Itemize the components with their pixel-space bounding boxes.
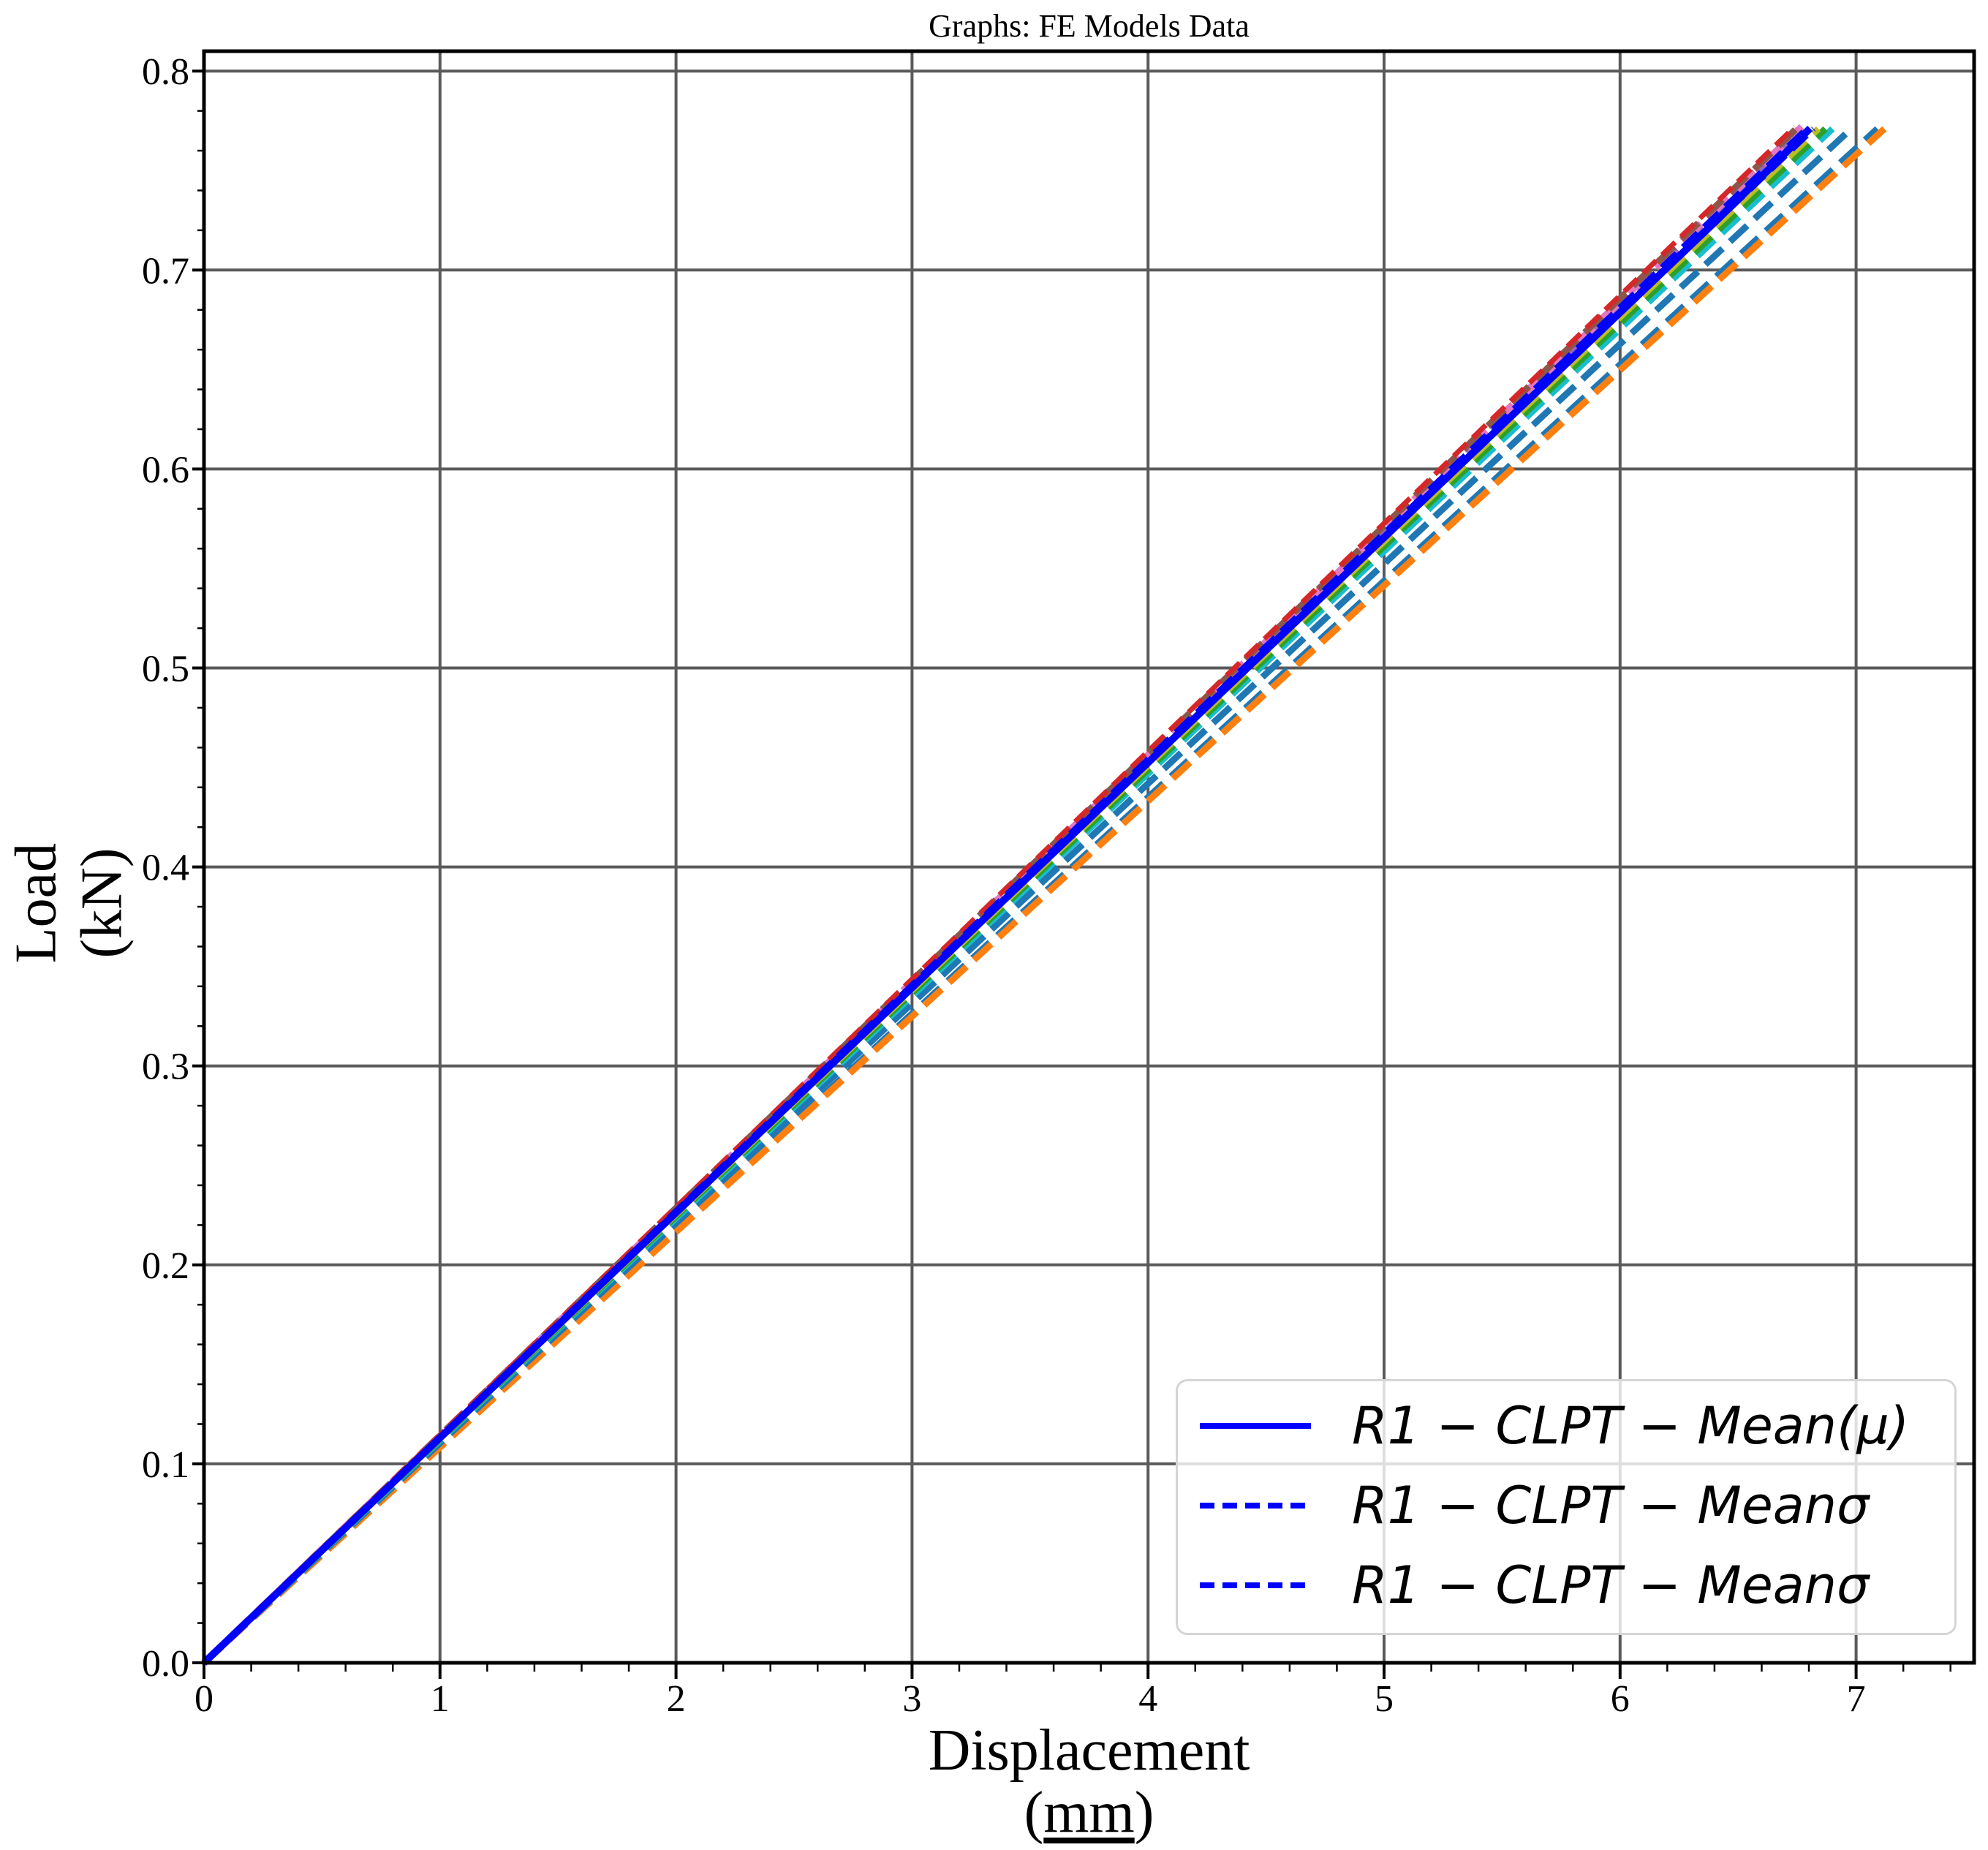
y-tick-label-0.4: 0.4 xyxy=(142,847,189,889)
unit-paren-close: ) xyxy=(1134,1780,1154,1845)
legend-label-sigma-upper: R1 − CLPT − Meanσ xyxy=(1352,1475,1870,1536)
plot-border xyxy=(202,49,1976,1665)
legend-label-sigma-lower: R1 − CLPT − Meanσ xyxy=(1352,1555,1870,1616)
x-axis-label-line2: (mm) xyxy=(204,1780,1974,1845)
legend-sample-solid-line-icon xyxy=(1200,1422,1311,1429)
legend-sample-dashed-line-icon xyxy=(1200,1582,1311,1589)
x-tick-label-7: 7 xyxy=(1847,1678,1866,1720)
legend-row-sigma-lower: R1 − CLPT − Meanσ xyxy=(1197,1547,1947,1623)
unit-paren-open: ( xyxy=(1024,1780,1044,1845)
y-axis-label: Load (kN) xyxy=(4,843,135,963)
y-tick-label-0.3: 0.3 xyxy=(142,1046,189,1088)
series-R1-CLPT-Mean xyxy=(201,126,1813,1666)
series-FE-model-orange xyxy=(201,126,1887,1666)
y-axis-label-line2: (kN) xyxy=(69,847,134,959)
legend: R1 − CLPT − Mean(μ) R1 − CLPT − Meanσ R1… xyxy=(1176,1379,1957,1635)
legend-row-sigma-upper: R1 − CLPT − Meanσ xyxy=(1197,1468,1947,1544)
y-axis-label-line1: Load xyxy=(4,842,69,964)
x-axis-label: Displacement (mm) xyxy=(204,1720,1974,1844)
y-tick-labels: 0.0 0.1 0.2 0.3 0.4 0.5 0.6 0.7 0.8 xyxy=(142,51,189,1685)
x-tick-labels: 0 1 2 3 4 5 6 7 xyxy=(194,1678,1866,1720)
y-tick-label-0.6: 0.6 xyxy=(142,449,189,491)
x-tick-label-2: 2 xyxy=(667,1678,686,1720)
x-tick-label-1: 1 xyxy=(431,1678,450,1720)
legend-sample-dashed-line-icon xyxy=(1200,1502,1311,1509)
y-tick-label-0.8: 0.8 xyxy=(142,51,189,93)
legend-row-mean: R1 − CLPT − Mean(μ) xyxy=(1197,1388,1947,1464)
x-tick-label-5: 5 xyxy=(1375,1678,1394,1720)
y-tick-label-0.0: 0.0 xyxy=(142,1643,189,1685)
y-tick-label-0.5: 0.5 xyxy=(142,649,189,690)
x-axis-unit: mm xyxy=(1043,1780,1135,1845)
y-tick-label-0.1: 0.1 xyxy=(142,1444,189,1486)
y-tick-label-0.2: 0.2 xyxy=(142,1245,189,1287)
series-lines xyxy=(201,124,1887,1666)
gridlines xyxy=(204,51,1974,1663)
x-tick-label-4: 4 xyxy=(1138,1678,1157,1720)
x-tick-label-6: 6 xyxy=(1611,1678,1630,1720)
x-tick-label-0: 0 xyxy=(194,1678,213,1720)
legend-label-mean: R1 − CLPT − Mean(μ) xyxy=(1352,1395,1910,1456)
x-axis-label-line1: Displacement xyxy=(928,1718,1250,1783)
major-ticks xyxy=(192,69,1858,1679)
x-tick-label-3: 3 xyxy=(902,1678,921,1720)
chart-title: Graphs: FE Models Data xyxy=(929,8,1250,44)
y-tick-label-0.7: 0.7 xyxy=(142,250,189,292)
series-FE-model-pink xyxy=(201,124,1804,1666)
